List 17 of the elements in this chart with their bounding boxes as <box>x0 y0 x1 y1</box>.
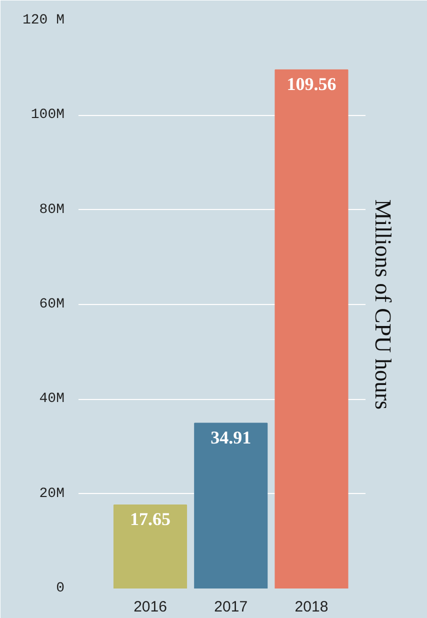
y-tick-label: 80M <box>39 202 65 218</box>
x-tick-label: 2016 <box>134 598 167 616</box>
y-tick-label: 60M <box>39 296 65 312</box>
data-label: 109.56 <box>286 74 336 94</box>
y-tick-label: 100M <box>30 107 65 124</box>
bar <box>274 69 348 588</box>
y-tick-label: 0 <box>56 580 65 596</box>
bar <box>113 504 188 588</box>
data-label: 17.65 <box>130 508 170 529</box>
x-tick-label: 2017 <box>214 598 248 616</box>
x-tick-label: 2018 <box>294 598 328 616</box>
y-tick-label: 40M <box>39 391 65 408</box>
y-axis-title: Millions of CPU hours <box>370 199 396 410</box>
data-label: 34.91 <box>210 427 252 448</box>
y-tick-label: 20M <box>39 486 65 502</box>
bar <box>194 422 268 588</box>
y-tick-label: 120 M <box>22 12 65 28</box>
